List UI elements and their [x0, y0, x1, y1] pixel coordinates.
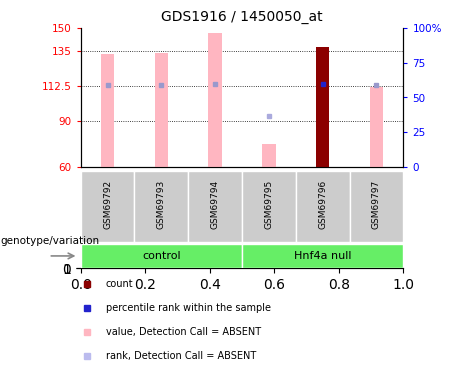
- Bar: [242, 171, 296, 242]
- Bar: [296, 171, 349, 242]
- Text: rank, Detection Call = ABSENT: rank, Detection Call = ABSENT: [106, 351, 256, 360]
- Title: GDS1916 / 1450050_at: GDS1916 / 1450050_at: [161, 10, 323, 24]
- Bar: [242, 244, 403, 268]
- Bar: [188, 171, 242, 242]
- Text: GSM69797: GSM69797: [372, 180, 381, 230]
- Bar: [101, 54, 114, 167]
- Bar: [262, 144, 276, 167]
- Text: genotype/variation: genotype/variation: [0, 236, 99, 246]
- Bar: [208, 33, 222, 167]
- Bar: [349, 171, 403, 242]
- Text: GSM69793: GSM69793: [157, 180, 166, 230]
- Text: GSM69796: GSM69796: [318, 180, 327, 230]
- Text: GSM69794: GSM69794: [211, 180, 219, 230]
- Text: percentile rank within the sample: percentile rank within the sample: [106, 303, 271, 313]
- Text: control: control: [142, 251, 181, 261]
- Bar: [316, 46, 330, 167]
- Bar: [81, 244, 242, 268]
- Bar: [154, 53, 168, 167]
- Text: count: count: [106, 279, 133, 289]
- Text: value, Detection Call = ABSENT: value, Detection Call = ABSENT: [106, 327, 260, 337]
- Text: Hnf4a null: Hnf4a null: [294, 251, 351, 261]
- Bar: [135, 171, 188, 242]
- Text: GSM69795: GSM69795: [265, 180, 273, 230]
- Text: GSM69792: GSM69792: [103, 180, 112, 230]
- Bar: [81, 171, 135, 242]
- Bar: [370, 87, 383, 167]
